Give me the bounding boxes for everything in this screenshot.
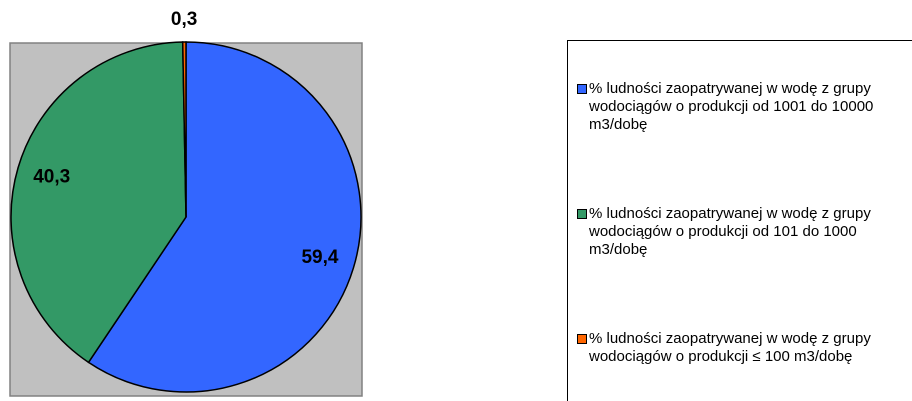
pie-slice (87, 41, 362, 393)
chart: 59,4 40,3 0,3 (9, 9, 363, 397)
legend-swatch (577, 208, 587, 219)
data-label: 0,3 (171, 9, 197, 30)
legend-swatch (577, 333, 587, 344)
legend-item: % ludności zaopatrywanej w wodę z grupy … (577, 205, 912, 259)
data-label: 40,3 (33, 167, 70, 188)
legend-swatch (577, 84, 587, 95)
legend: % ludności zaopatrywanej w wodę z grupy … (567, 40, 912, 401)
legend-label: % ludności zaopatrywanej w wodę z grupy … (589, 329, 871, 365)
legend-item: % ludności zaopatrywanej w wodę z grupy … (577, 80, 912, 134)
data-label: 59,4 (301, 247, 338, 268)
legend-label: % ludności zaopatrywanej w wodę z grupy … (589, 204, 871, 258)
pie-slice (181, 41, 187, 218)
pie-slice (10, 41, 187, 364)
legend-item: % ludności zaopatrywanej w wodę z grupy … (577, 330, 912, 366)
legend-label: % ludności zaopatrywanej w wodę z grupy … (589, 80, 874, 134)
